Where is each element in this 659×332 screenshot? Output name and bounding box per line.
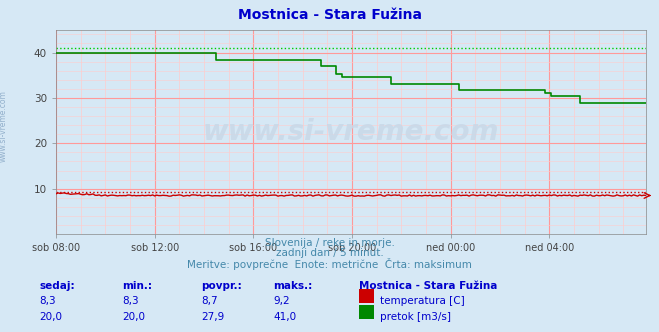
- Text: www.si-vreme.com: www.si-vreme.com: [0, 90, 8, 162]
- Text: pretok [m3/s]: pretok [m3/s]: [380, 312, 451, 322]
- Text: 20,0: 20,0: [122, 312, 145, 322]
- Text: Meritve: povprečne  Enote: metrične  Črta: maksimum: Meritve: povprečne Enote: metrične Črta:…: [187, 258, 472, 270]
- Text: 8,7: 8,7: [201, 296, 217, 306]
- Text: povpr.:: povpr.:: [201, 281, 242, 290]
- Text: 41,0: 41,0: [273, 312, 297, 322]
- Text: www.si-vreme.com: www.si-vreme.com: [203, 118, 499, 146]
- Text: temperatura [C]: temperatura [C]: [380, 296, 465, 306]
- Text: 8,3: 8,3: [40, 296, 56, 306]
- Text: 8,3: 8,3: [122, 296, 138, 306]
- Text: Slovenija / reke in morje.: Slovenija / reke in morje.: [264, 238, 395, 248]
- Text: Mostnica - Stara Fužina: Mostnica - Stara Fužina: [237, 8, 422, 22]
- Text: maks.:: maks.:: [273, 281, 313, 290]
- Text: Mostnica - Stara Fužina: Mostnica - Stara Fužina: [359, 281, 498, 290]
- Text: 20,0: 20,0: [40, 312, 63, 322]
- Text: 27,9: 27,9: [201, 312, 224, 322]
- Text: min.:: min.:: [122, 281, 152, 290]
- Text: sedaj:: sedaj:: [40, 281, 75, 290]
- Text: zadnji dan / 5 minut.: zadnji dan / 5 minut.: [275, 248, 384, 258]
- Text: 9,2: 9,2: [273, 296, 290, 306]
